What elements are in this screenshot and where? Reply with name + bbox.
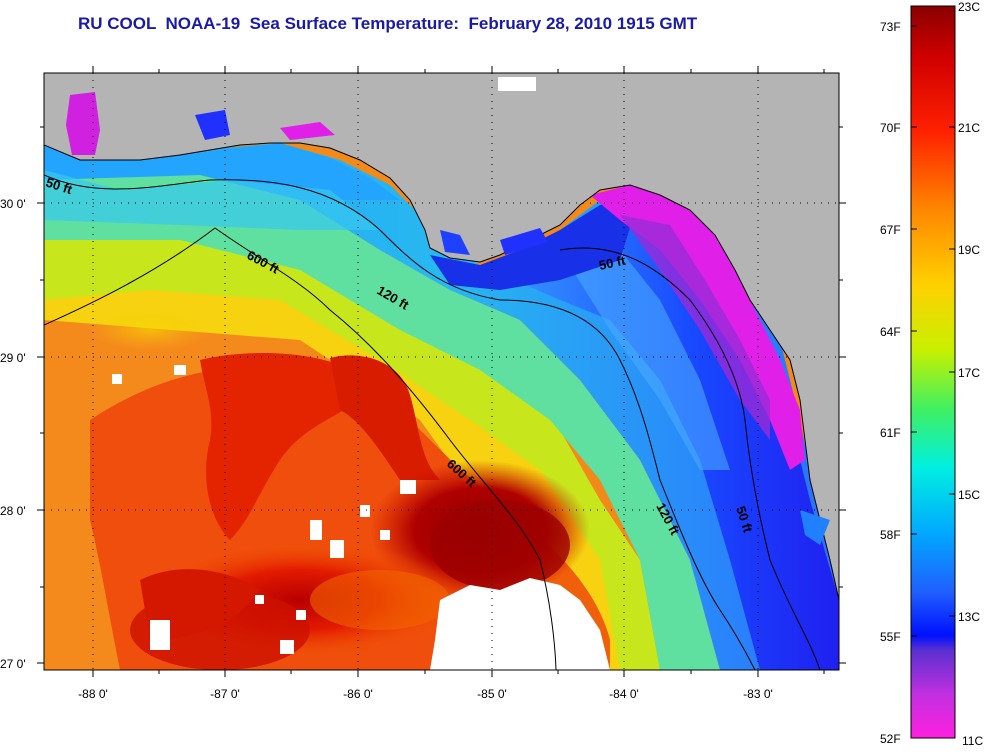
lon-label: -86 0' [343,687,373,701]
lon-label: -87 0' [210,687,240,701]
colorbar-f-label: 70F [880,121,901,135]
longitude-labels: -88 0' -87 0' -86 0' -85 0' -84 0' -83 0… [78,687,773,701]
lat-label: 28 0' [0,504,26,518]
colorbar-c-label: 11C [962,734,983,748]
lon-label: -85 0' [477,687,507,701]
axis-ticks [37,66,846,677]
colorbar-c-label: 19C [958,243,980,257]
colorbar: 73F 70F 67F 64F 61F 58F 55F 52F 23C 21C … [880,0,983,748]
chart-title: RU COOL NOAA-19 Sea Surface Temperature:… [78,14,698,33]
colorbar-f-label: 67F [880,223,901,237]
bathymetry-contours [44,174,821,670]
colorbar-c-label: 15C [958,488,980,502]
lat-label: 29 0' [0,351,26,365]
lon-label: -84 0' [609,687,639,701]
lon-label: -83 0' [743,687,773,701]
colorbar-f-label: 64F [880,325,901,339]
colorbar-f-label: 55F [880,630,901,644]
colorbar-c-label: 17C [958,366,980,380]
colorbar-f-label: 61F [880,426,901,440]
map-frame [43,72,840,671]
latitude-labels: 30 0' 29 0' 28 0' 27 0' [0,197,26,671]
colorbar-c-label: 21C [958,121,980,135]
lat-label: 27 0' [0,657,26,671]
lon-label: -88 0' [78,687,108,701]
colorbar-f-label: 58F [880,528,901,542]
colorbar-gradient [910,5,956,739]
lat-label: 30 0' [0,197,26,211]
colorbar-c-label: 13C [958,610,980,624]
contour-label-50ft-north: 50 ft [598,253,628,273]
colorbar-c-label: 23C [958,0,980,14]
colorbar-f-label: 52F [880,732,901,746]
colorbar-f-label: 73F [880,20,901,34]
graticule [44,73,839,670]
